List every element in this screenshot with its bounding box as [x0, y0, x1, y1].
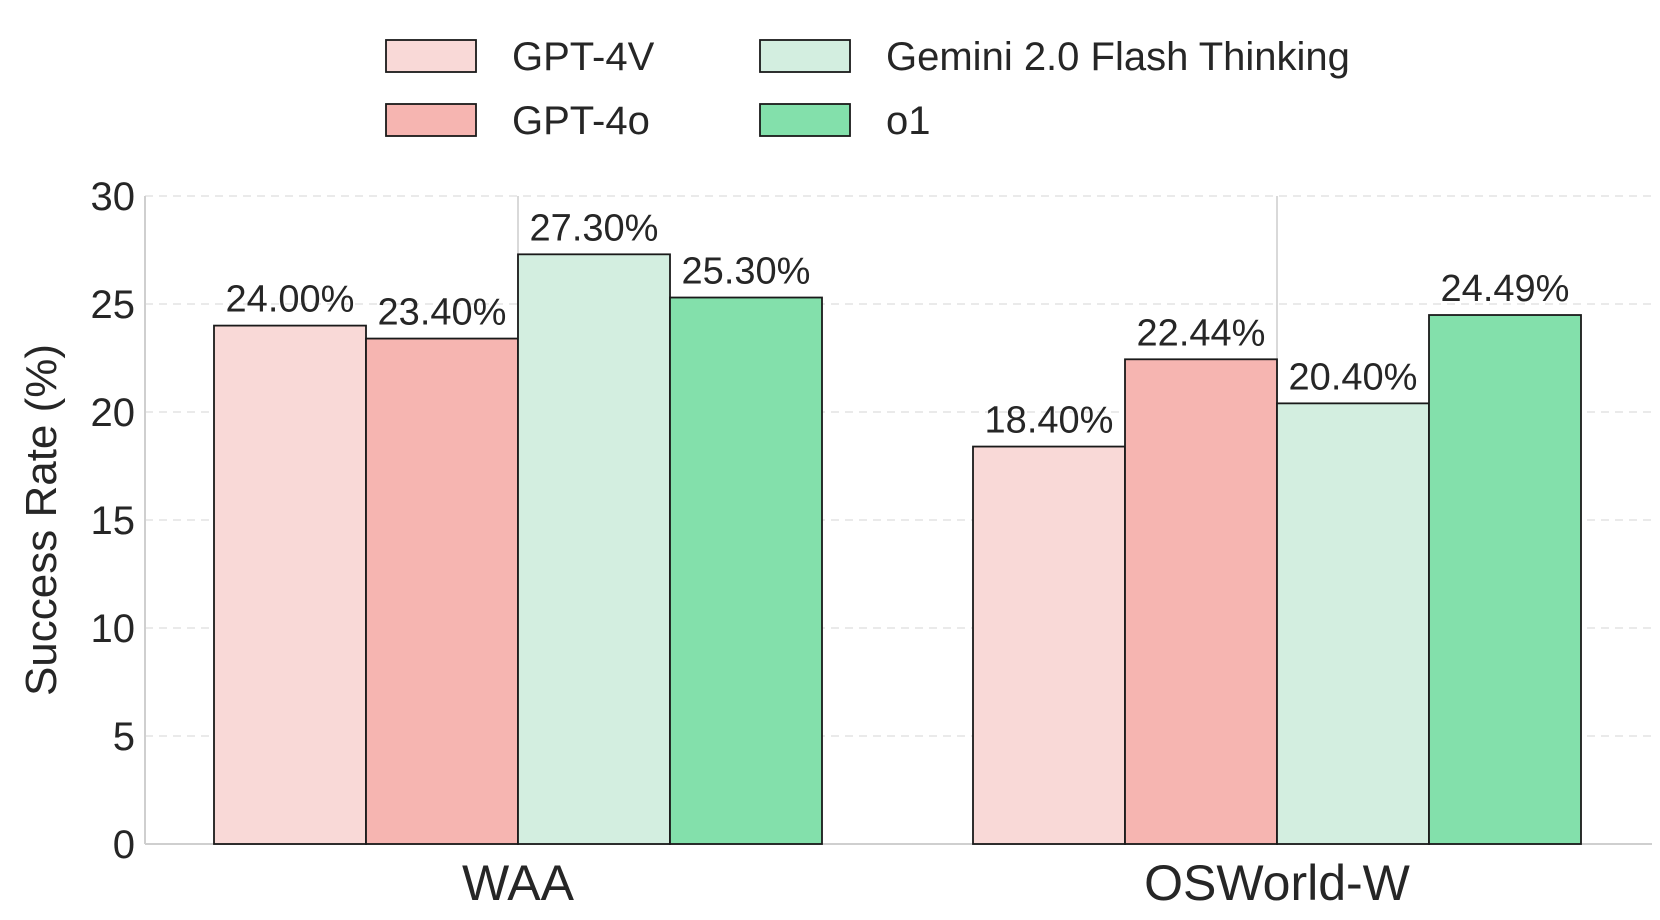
data-label: 24.49% [1441, 268, 1570, 310]
legend-swatch [759, 39, 851, 73]
bar [669, 296, 823, 845]
bar [1276, 402, 1430, 845]
legend-swatch [385, 39, 477, 73]
legend-label: GPT-4o [512, 99, 650, 143]
legend-label: o1 [886, 99, 931, 143]
legend-label: GPT-4V [512, 35, 655, 79]
bars [213, 253, 1582, 845]
bar [365, 337, 519, 845]
y-tick-label: 30 [91, 175, 136, 219]
legend-entry: GPT-4o [385, 99, 650, 143]
data-label: 24.00% [226, 279, 355, 321]
bar [1124, 358, 1278, 845]
legend-swatch [759, 103, 851, 137]
data-label: 18.40% [985, 400, 1114, 442]
data-label: 22.44% [1137, 312, 1266, 354]
data-label: 20.40% [1289, 356, 1418, 398]
y-tick-label: 5 [113, 715, 135, 759]
x-tick-label: OSWorld-W [1144, 855, 1411, 911]
value-labels: 24.00% 23.40% 27.30% 25.30% 18.40% 22.44% 20.4… [226, 207, 1570, 441]
y-tick-label: 20 [91, 391, 136, 435]
y-axis-label: Success Rate (%) [17, 344, 66, 696]
legend-entry: GPT-4V [385, 35, 655, 79]
y-tick-label: 25 [91, 283, 136, 327]
legend-label: Gemini 2.0 Flash Thinking [886, 35, 1350, 79]
data-label: 27.30% [530, 207, 659, 249]
data-label: 23.40% [378, 292, 507, 334]
axes: 0 5 10 15 20 25 30 WAA OSWorld-W [91, 175, 1652, 911]
x-tick-label: WAA [462, 855, 575, 911]
legend-entry: Gemini 2.0 Flash Thinking [759, 35, 1350, 79]
bar [1428, 314, 1582, 845]
y-tick-label: 15 [91, 499, 136, 543]
bar [972, 445, 1126, 845]
legend-entry: o1 [759, 99, 931, 143]
legend: GPT-4V GPT-4o Gemini 2.0 Flash Thinking o1 [385, 35, 1350, 143]
bar [213, 324, 367, 845]
legend-swatch [385, 103, 477, 137]
data-label: 25.30% [682, 251, 811, 293]
bar [517, 253, 671, 845]
y-tick-label: 10 [91, 607, 136, 651]
y-tick-label: 0 [113, 823, 135, 867]
